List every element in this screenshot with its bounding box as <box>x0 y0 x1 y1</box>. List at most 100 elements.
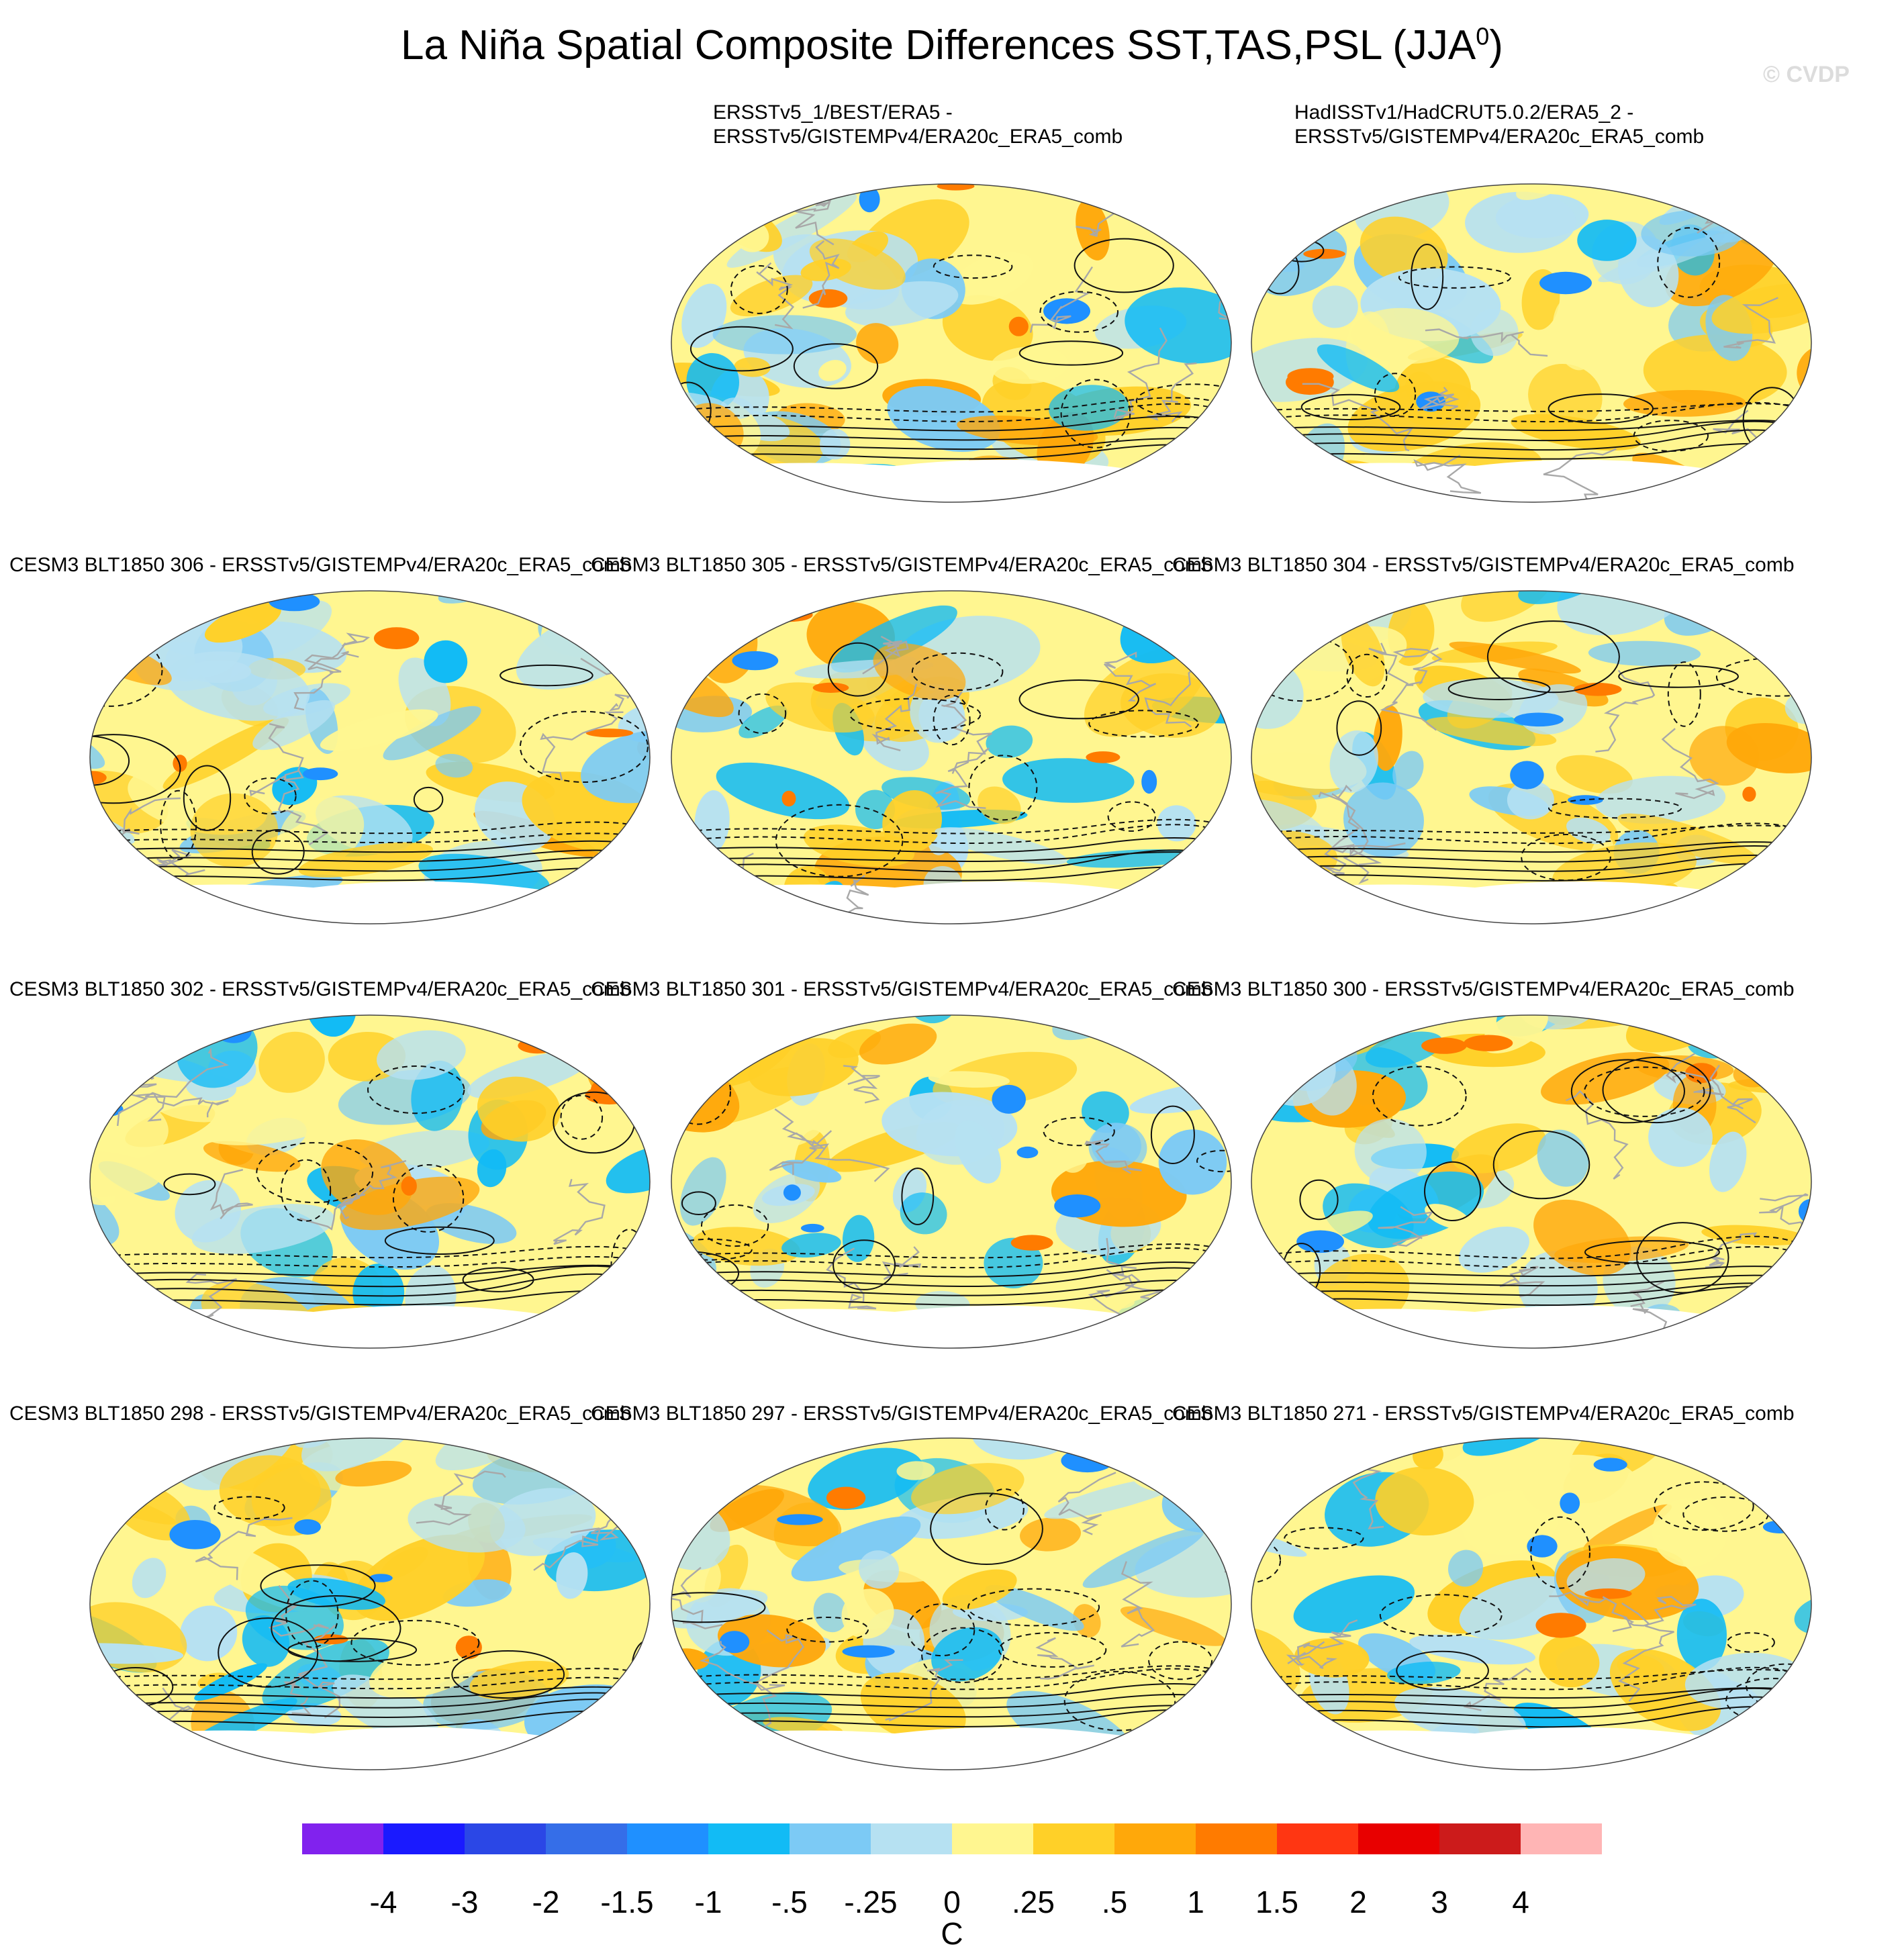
strong-anomaly-patch <box>101 1435 132 1445</box>
anomaly-patch <box>669 1753 737 1772</box>
strong-anomaly-patch <box>992 1085 1026 1114</box>
map-panel-10 <box>669 1435 1234 1772</box>
anomaly-patch <box>1766 1435 1814 1457</box>
strong-anomaly-patch <box>826 1487 865 1509</box>
strong-anomaly-patch <box>1421 1037 1467 1053</box>
map-panel-3 <box>87 588 653 926</box>
strong-anomaly-patch <box>1665 593 1682 610</box>
panel-title-11: CESM3 BLT1850 271 - ERSSTv5/GISTEMPv4/ER… <box>1172 1402 1795 1426</box>
colorbar-label: -1.5 <box>600 1885 653 1919</box>
anomaly-patch <box>770 1435 841 1438</box>
colorbar-swatch <box>1439 1823 1521 1854</box>
anomaly-patch <box>1249 457 1315 505</box>
antarctica-land <box>87 1306 653 1351</box>
colorbar-units: C <box>941 1920 963 1947</box>
colorbar-swatch <box>952 1823 1034 1854</box>
anomaly-patch <box>87 1744 189 1763</box>
anomaly-patch <box>1090 1435 1178 1447</box>
anomaly-patch <box>1175 1435 1234 1469</box>
anomaly-patch <box>669 181 722 240</box>
anomaly-patch <box>1296 924 1401 926</box>
colorbar-swatch <box>871 1823 953 1854</box>
antarctica-land <box>87 1727 653 1772</box>
strong-anomaly-patch <box>801 1224 824 1233</box>
colorbar-label: 2 <box>1349 1885 1367 1919</box>
anomaly-patch <box>734 1012 779 1044</box>
colorbar-label: 1 <box>1187 1885 1204 1919</box>
colorbar-label: -2 <box>532 1885 560 1919</box>
colorbar-label: 4 <box>1512 1885 1529 1919</box>
anomaly-patch <box>618 1268 649 1306</box>
colorbar-swatch <box>1033 1823 1115 1854</box>
antarctica-land <box>87 882 653 926</box>
anomaly-patch <box>1758 636 1814 664</box>
strong-anomaly-patch <box>1141 770 1157 794</box>
anomaly-patch <box>591 887 622 926</box>
strong-anomaly-patch <box>216 1020 252 1043</box>
anomaly-patch <box>1249 432 1253 457</box>
antarctica-land <box>1249 882 1814 926</box>
strong-anomaly-patch <box>937 182 975 190</box>
colorbar-swatch <box>465 1823 546 1854</box>
strong-anomaly-patch <box>1288 368 1334 385</box>
strong-anomaly-patch <box>843 1646 895 1658</box>
coastline <box>1222 1507 1234 1572</box>
anomaly-patch <box>669 453 702 505</box>
anomaly-patch <box>1168 1435 1234 1458</box>
antarctica-land <box>1249 1306 1814 1351</box>
anomaly-patch <box>1382 1338 1439 1351</box>
panel-title-7: CESM3 BLT1850 301 - ERSSTv5/GISTEMPv4/ER… <box>591 978 1213 1002</box>
anomaly-patch <box>1102 588 1234 603</box>
panel-title-6: CESM3 BLT1850 302 - ERSSTv5/GISTEMPv4/ER… <box>9 978 632 1002</box>
strong-anomaly-patch <box>401 1176 417 1196</box>
strong-anomaly-patch <box>591 1078 626 1100</box>
map-panel-5 <box>1249 588 1814 926</box>
colorbar-swatch <box>1114 1823 1196 1854</box>
strong-anomaly-patch <box>1017 1147 1039 1158</box>
anomaly-patch <box>91 588 182 645</box>
colorbar-label: -3 <box>451 1885 479 1919</box>
strong-anomaly-patch <box>813 683 849 693</box>
strong-anomaly-patch <box>787 1441 817 1456</box>
anomaly-patch <box>1228 1079 1234 1114</box>
panel-title-8: CESM3 BLT1850 300 - ERSSTv5/GISTEMPv4/ER… <box>1172 978 1795 1002</box>
strong-anomaly-patch <box>732 651 778 670</box>
colorbar-label: 3 <box>1431 1885 1448 1919</box>
antarctica-land <box>669 1727 1234 1772</box>
anomaly-patch <box>1313 285 1358 328</box>
anomaly-patch <box>1010 588 1138 596</box>
colorbar-swatch <box>627 1823 709 1854</box>
strong-anomaly-patch <box>374 627 419 649</box>
anomaly-patch <box>169 1435 316 1439</box>
strong-anomaly-patch <box>1584 1588 1631 1599</box>
strong-anomaly-patch <box>1742 787 1756 802</box>
strong-anomaly-patch <box>1178 233 1215 252</box>
anomaly-patch <box>528 1012 653 1031</box>
colorbar-label: -4 <box>370 1885 397 1919</box>
strong-anomaly-patch <box>782 791 796 807</box>
antarctica-land <box>669 460 1234 505</box>
anomaly-patch <box>1249 896 1265 926</box>
strong-anomaly-patch <box>720 1631 750 1653</box>
colorbar-swatch <box>302 1823 384 1854</box>
cvdp-watermark: © CVDP <box>1763 62 1850 88</box>
strong-anomaly-patch <box>1054 1194 1100 1217</box>
anomaly-patch <box>1769 1435 1814 1454</box>
colorbar-label: -.5 <box>771 1885 808 1919</box>
anomaly-patch <box>1577 220 1637 261</box>
colorbar <box>302 1823 1602 1854</box>
panel-title-4: CESM3 BLT1850 305 - ERSSTv5/GISTEMPv4/ER… <box>591 553 1213 577</box>
anomaly-patch <box>1719 471 1790 505</box>
strong-anomaly-patch <box>303 767 338 780</box>
anomaly-patch <box>1254 1014 1312 1078</box>
strong-anomaly-patch <box>1009 317 1029 336</box>
map-panel-11 <box>1249 1435 1814 1772</box>
strong-anomaly-patch <box>1510 761 1543 789</box>
map-panel-7 <box>669 1012 1234 1351</box>
anomaly-patch <box>990 1435 1133 1440</box>
colorbar-swatch <box>708 1823 790 1854</box>
antarctica-land <box>1249 460 1814 505</box>
anomaly-patch <box>1123 1012 1234 1047</box>
anomaly-patch <box>1800 1471 1814 1501</box>
anomaly-patch <box>637 1270 653 1331</box>
